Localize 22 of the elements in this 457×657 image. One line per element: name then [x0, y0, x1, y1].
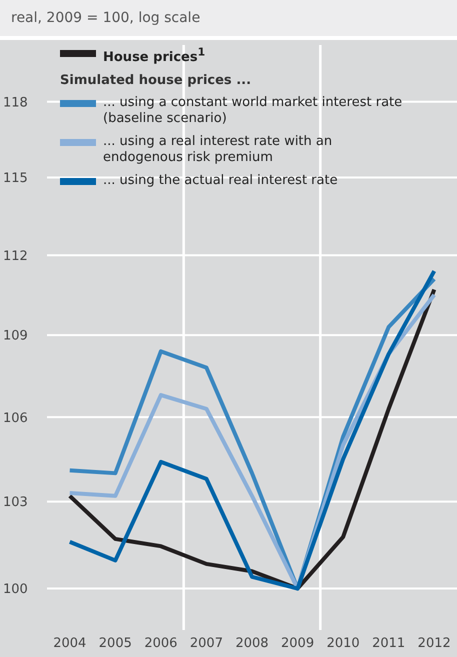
y-tick-label: 115: [3, 171, 28, 186]
x-tick-label: 2010: [326, 636, 360, 652]
y-tick-label: 106: [3, 410, 28, 426]
legend-title: Simulated house prices ...: [60, 73, 252, 88]
x-tick-label: 2011: [372, 636, 406, 652]
x-tick-label: 2012: [418, 636, 451, 652]
y-tick-label: 103: [3, 495, 28, 510]
x-tick-label: 2005: [98, 636, 132, 652]
y-tick-label: 109: [3, 328, 28, 344]
x-tick-label: 2008: [235, 636, 269, 652]
y-tick-label: 100: [3, 582, 28, 598]
y-tick-label: 112: [3, 248, 28, 264]
legend-label: ... using the actual real interest rate: [103, 173, 338, 188]
x-tick-label: 2009: [281, 636, 314, 652]
x-tick-label: 2007: [190, 636, 223, 652]
x-tick-label: 2006: [144, 636, 178, 652]
chart-title: real, 2009 = 100, log scale: [11, 10, 200, 26]
legend-label: ... using a real interest rate with an endogenous risk premium: [103, 134, 332, 166]
legend-label: House prices$^{1}$: [103, 46, 206, 66]
legend-label: ... using a constant world market interest rate (baseline scenario): [103, 95, 402, 126]
x-tick-label: 2004: [53, 636, 86, 652]
y-tick-label: 118: [3, 95, 28, 110]
